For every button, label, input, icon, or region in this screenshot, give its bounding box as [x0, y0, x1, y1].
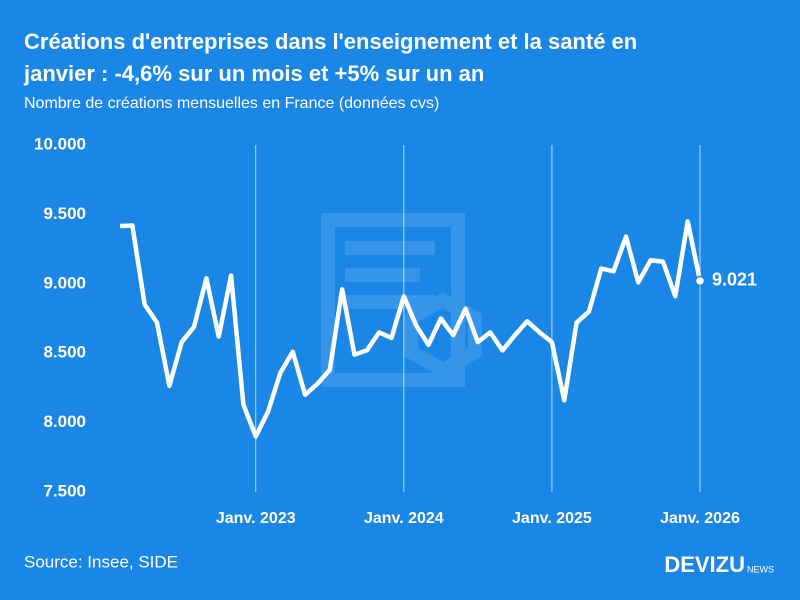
source: Source: Insee, SIDE — [24, 552, 178, 571]
chart-title: janvier : -4,6% sur un mois et +5% sur u… — [23, 61, 484, 86]
point — [694, 275, 706, 287]
y-tick-label: 9.000 — [43, 273, 86, 292]
chart-subtitle: Nombre de créations mensuelles en France… — [24, 95, 439, 112]
x-tick-label: Janv. 2026 — [660, 510, 740, 527]
y-tick-label: 8.000 — [43, 412, 86, 431]
chart-title: Créations d'entreprises dans l'enseignem… — [24, 29, 637, 54]
logo: DEVIZU — [664, 552, 745, 577]
watermark — [321, 213, 482, 387]
x-tick-label: Janv. 2025 — [512, 510, 592, 527]
y-tick-label: 8.500 — [43, 343, 86, 362]
x-tick-label: Janv. 2024 — [364, 510, 444, 527]
x-tick-label: Janv. 2023 — [216, 510, 296, 527]
y-tick-label: 9.500 — [43, 204, 86, 223]
y-tick-label: 7.500 — [43, 481, 86, 500]
logo-suffix: NEWS — [747, 564, 774, 574]
line — [119, 219, 703, 439]
y-tick-label: 10.000 — [34, 134, 86, 153]
data-label: 9.021 — [712, 270, 757, 290]
